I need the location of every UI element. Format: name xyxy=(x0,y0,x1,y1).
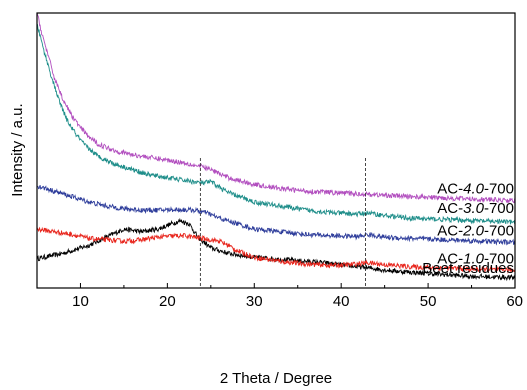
series-label-0: Beet residues xyxy=(422,260,514,277)
series-line-4 xyxy=(36,12,516,204)
reference-lines xyxy=(199,158,366,288)
series-label-1: AC-1.0-700 xyxy=(437,251,514,268)
x-tick-label-20: 20 xyxy=(159,293,176,310)
x-tick-label-10: 10 xyxy=(72,293,89,310)
series-label-2: AC-2.0-700 xyxy=(437,222,514,239)
series-line-0 xyxy=(36,217,516,282)
series-line-1 xyxy=(36,226,516,274)
axis-ticks: 10 20 30 40 50 60 xyxy=(36,283,523,310)
x-axis-label: 2 Theta / Degree xyxy=(220,370,332,387)
x-tick-label-60: 60 xyxy=(506,293,523,310)
series-lines xyxy=(36,12,516,282)
plot-frame xyxy=(36,12,516,289)
series-line-3 xyxy=(36,24,516,225)
x-tick-label-50: 50 xyxy=(420,293,437,310)
x-tick-label-30: 30 xyxy=(246,293,263,310)
series-line-2 xyxy=(36,185,516,246)
series-label-3: AC-3.0-700 xyxy=(437,200,514,217)
series-label-4: AC-4.0-700 xyxy=(437,181,514,198)
y-axis-label: Intensity / a.u. xyxy=(9,103,26,196)
x-tick-label-40: 40 xyxy=(333,293,350,310)
